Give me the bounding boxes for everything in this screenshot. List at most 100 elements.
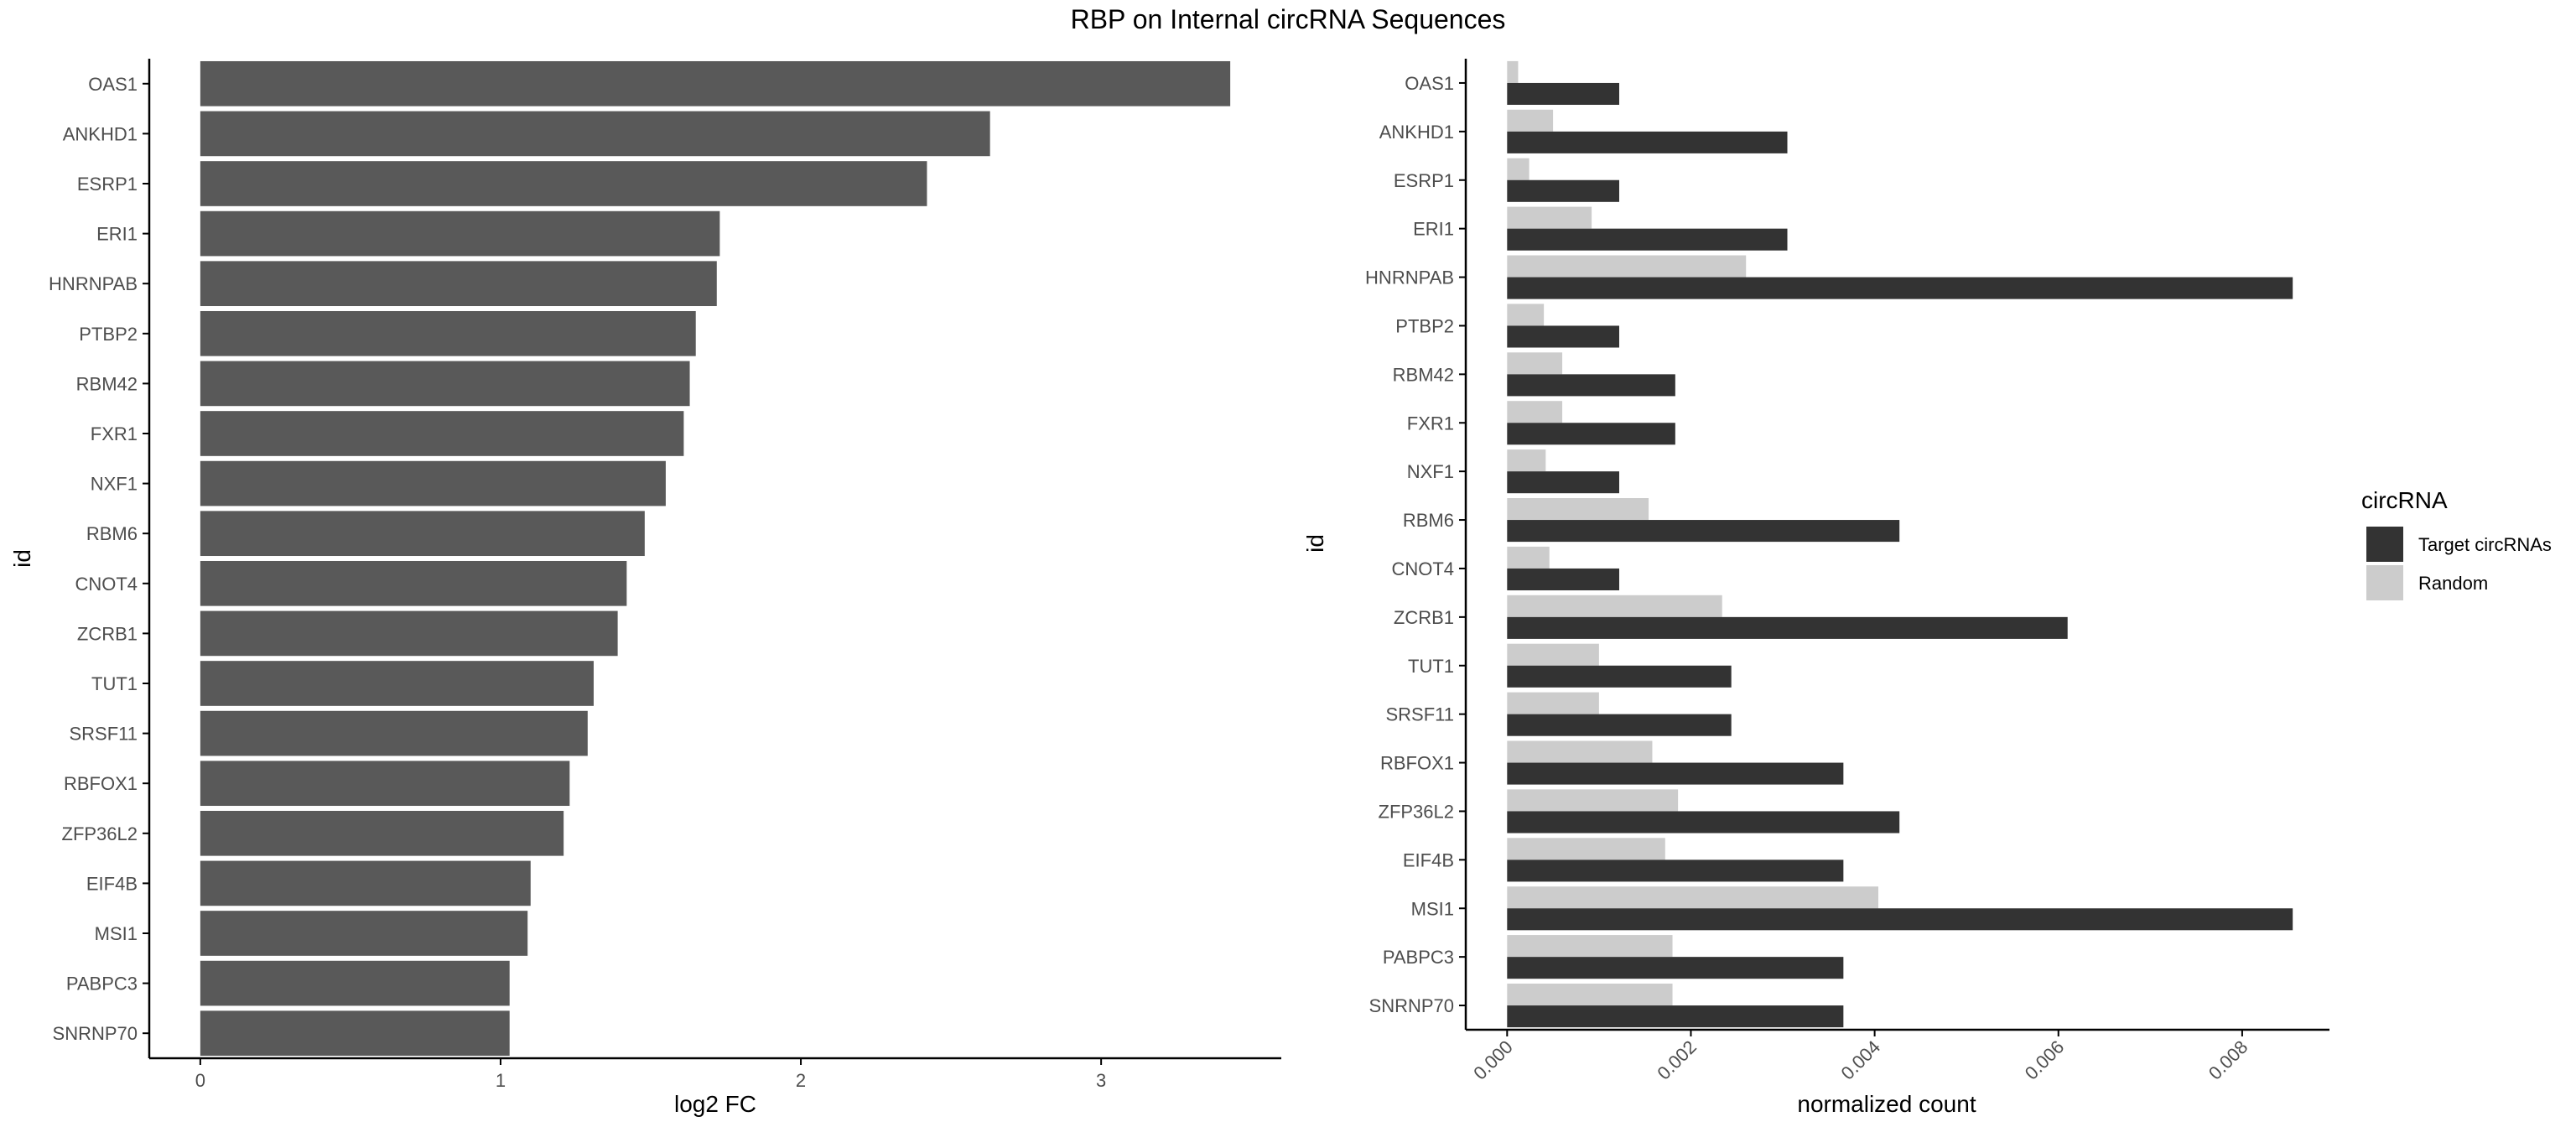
bar-random-ptbp2 [1507, 304, 1545, 326]
y-tick-label-oas1: OAS1 [1405, 73, 1454, 94]
bar-cnot4 [200, 560, 627, 606]
bar-rbm6 [200, 511, 645, 557]
bar-ankhd1 [200, 111, 990, 157]
x-tick-label: 0.004 [1837, 1036, 1885, 1084]
bar-oas1 [200, 60, 1231, 106]
left-panel-log2fc: OAS1 ANKHD1 ESRP1 ERI1 HNRNPAB PTBP2 RBM42 FXR1… [9, 59, 1281, 1117]
y-tick-label-hnrnpab: HNRNPAB [49, 273, 138, 294]
y-tick-label-ptbp2: PTBP2 [79, 324, 138, 345]
right-x-axis-ticks: 0.000 0.002 0.004 0.006 0.008 [1469, 1030, 2251, 1083]
x-tick-label: 3 [1096, 1070, 1106, 1091]
bar-eif4b [200, 860, 531, 906]
bar-random-hnrnpab [1507, 255, 1747, 278]
y-tick-label-fxr1: FXR1 [1407, 413, 1454, 434]
left-x-axis-title: log2 FC [674, 1091, 756, 1117]
bar-random-eri1 [1507, 206, 1592, 229]
bar-target-srsf11 [1507, 714, 1732, 736]
x-tick-label: 2 [796, 1070, 806, 1091]
x-tick-label: 0.006 [2021, 1036, 2069, 1084]
bar-random-fxr1 [1507, 401, 1563, 423]
bar-random-zcrb1 [1507, 595, 1722, 617]
y-tick-label-snrnp70: SNRNP70 [53, 1023, 138, 1044]
left-y-axis-ticks: OAS1 ANKHD1 ESRP1 ERI1 HNRNPAB PTBP2 RBM42 FXR1… [49, 74, 149, 1044]
bar-random-zfp36l2 [1507, 789, 1679, 812]
y-tick-label-zcrb1: ZCRB1 [1394, 607, 1454, 628]
right-bars [1507, 60, 2293, 1028]
bar-random-esrp1 [1507, 158, 1530, 180]
y-tick-label-pabpc3: PABPC3 [66, 974, 138, 995]
bar-random-ankhd1 [1507, 109, 1554, 132]
y-tick-label-zcrb1: ZCRB1 [77, 623, 138, 644]
y-tick-label-zfp36l2: ZFP36L2 [1379, 801, 1455, 822]
bar-zfp36l2 [200, 810, 564, 856]
bar-target-esrp1 [1507, 179, 1619, 202]
y-tick-label-rbm42: RBM42 [1393, 364, 1454, 385]
y-tick-label-hnrnpab: HNRNPAB [1365, 267, 1454, 288]
y-tick-label-eif4b: EIF4B [86, 873, 138, 894]
legend-label-random: Random [2418, 573, 2488, 594]
bar-random-oas1 [1507, 60, 1519, 83]
y-tick-label-cnot4: CNOT4 [75, 574, 138, 595]
y-tick-label-tut1: TUT1 [1408, 656, 1454, 677]
bar-target-ptbp2 [1507, 325, 1619, 348]
bar-target-rbfox1 [1507, 762, 1844, 785]
x-tick-label: 0.000 [1469, 1036, 1517, 1084]
bar-target-zfp36l2 [1507, 811, 1900, 834]
bar-target-nxf1 [1507, 471, 1619, 494]
bar-target-hnrnpab [1507, 277, 2293, 299]
bar-random-snrnp70 [1507, 983, 1673, 1006]
right-x-axis-title: normalized count [1797, 1091, 1976, 1117]
plot-title: RBP on Internal circRNA Sequences [1071, 4, 1506, 34]
bar-random-rbm6 [1507, 497, 1649, 521]
bar-target-snrnp70 [1507, 1005, 1844, 1028]
bar-target-eri1 [1507, 228, 1788, 251]
bar-target-fxr1 [1507, 423, 1675, 445]
bar-rbfox1 [200, 761, 570, 807]
x-tick-label: 0.008 [2205, 1036, 2252, 1084]
bar-target-msi1 [1507, 908, 2293, 931]
bar-hnrnpab [200, 261, 717, 307]
y-tick-label-rbm6: RBM6 [86, 523, 138, 544]
bar-eri1 [200, 210, 720, 257]
right-y-axis-ticks: OAS1 ANKHD1 ESRP1 ERI1 HNRNPAB PTBP2 RBM42 FXR1… [1365, 73, 1466, 1016]
y-tick-label-ankhd1: ANKHD1 [63, 123, 138, 144]
bar-rbm42 [200, 361, 690, 407]
bar-random-pabpc3 [1507, 935, 1673, 958]
y-tick-label-nxf1: NXF1 [91, 474, 138, 495]
y-tick-label-ptbp2: PTBP2 [1395, 315, 1454, 336]
y-tick-label-msi1: MSI1 [95, 923, 138, 944]
bar-pabpc3 [200, 960, 510, 1006]
y-tick-label-eif4b: EIF4B [1403, 849, 1454, 870]
right-y-axis-title: id [1302, 534, 1328, 553]
x-tick-label: 1 [496, 1070, 506, 1091]
left-bars [200, 60, 1231, 1057]
bar-random-rbfox1 [1507, 740, 1653, 763]
y-tick-label-zfp36l2: ZFP36L2 [62, 823, 138, 844]
bar-target-rbm42 [1507, 374, 1675, 397]
bar-target-oas1 [1507, 82, 1619, 106]
legend-label-target: Target circRNAs [2418, 534, 2552, 555]
y-tick-label-rbfox1: RBFOX1 [1380, 753, 1454, 774]
bar-msi1 [200, 911, 528, 956]
bar-esrp1 [200, 161, 927, 206]
x-tick-label: 0 [195, 1070, 205, 1091]
bar-target-eif4b [1507, 860, 1844, 882]
bar-target-ankhd1 [1507, 131, 1788, 153]
legend-key-target [2366, 527, 2403, 562]
y-tick-label-srsf11: SRSF11 [1385, 704, 1454, 725]
bar-target-tut1 [1507, 665, 1732, 688]
bar-target-rbm6 [1507, 520, 1900, 543]
bar-nxf1 [200, 460, 666, 506]
bar-zcrb1 [200, 610, 618, 657]
left-y-axis-title: id [9, 549, 35, 568]
y-tick-label-oas1: OAS1 [88, 74, 138, 95]
bar-random-rbm42 [1507, 352, 1563, 375]
y-tick-label-esrp1: ESRP1 [1394, 170, 1454, 191]
y-tick-label-snrnp70: SNRNP70 [1369, 995, 1454, 1016]
y-tick-label-eri1: ERI1 [96, 224, 138, 245]
bar-random-cnot4 [1507, 546, 1550, 569]
y-tick-label-srsf11: SRSF11 [69, 724, 138, 745]
bar-target-pabpc3 [1507, 957, 1844, 979]
y-tick-label-rbfox1: RBFOX1 [64, 773, 138, 794]
